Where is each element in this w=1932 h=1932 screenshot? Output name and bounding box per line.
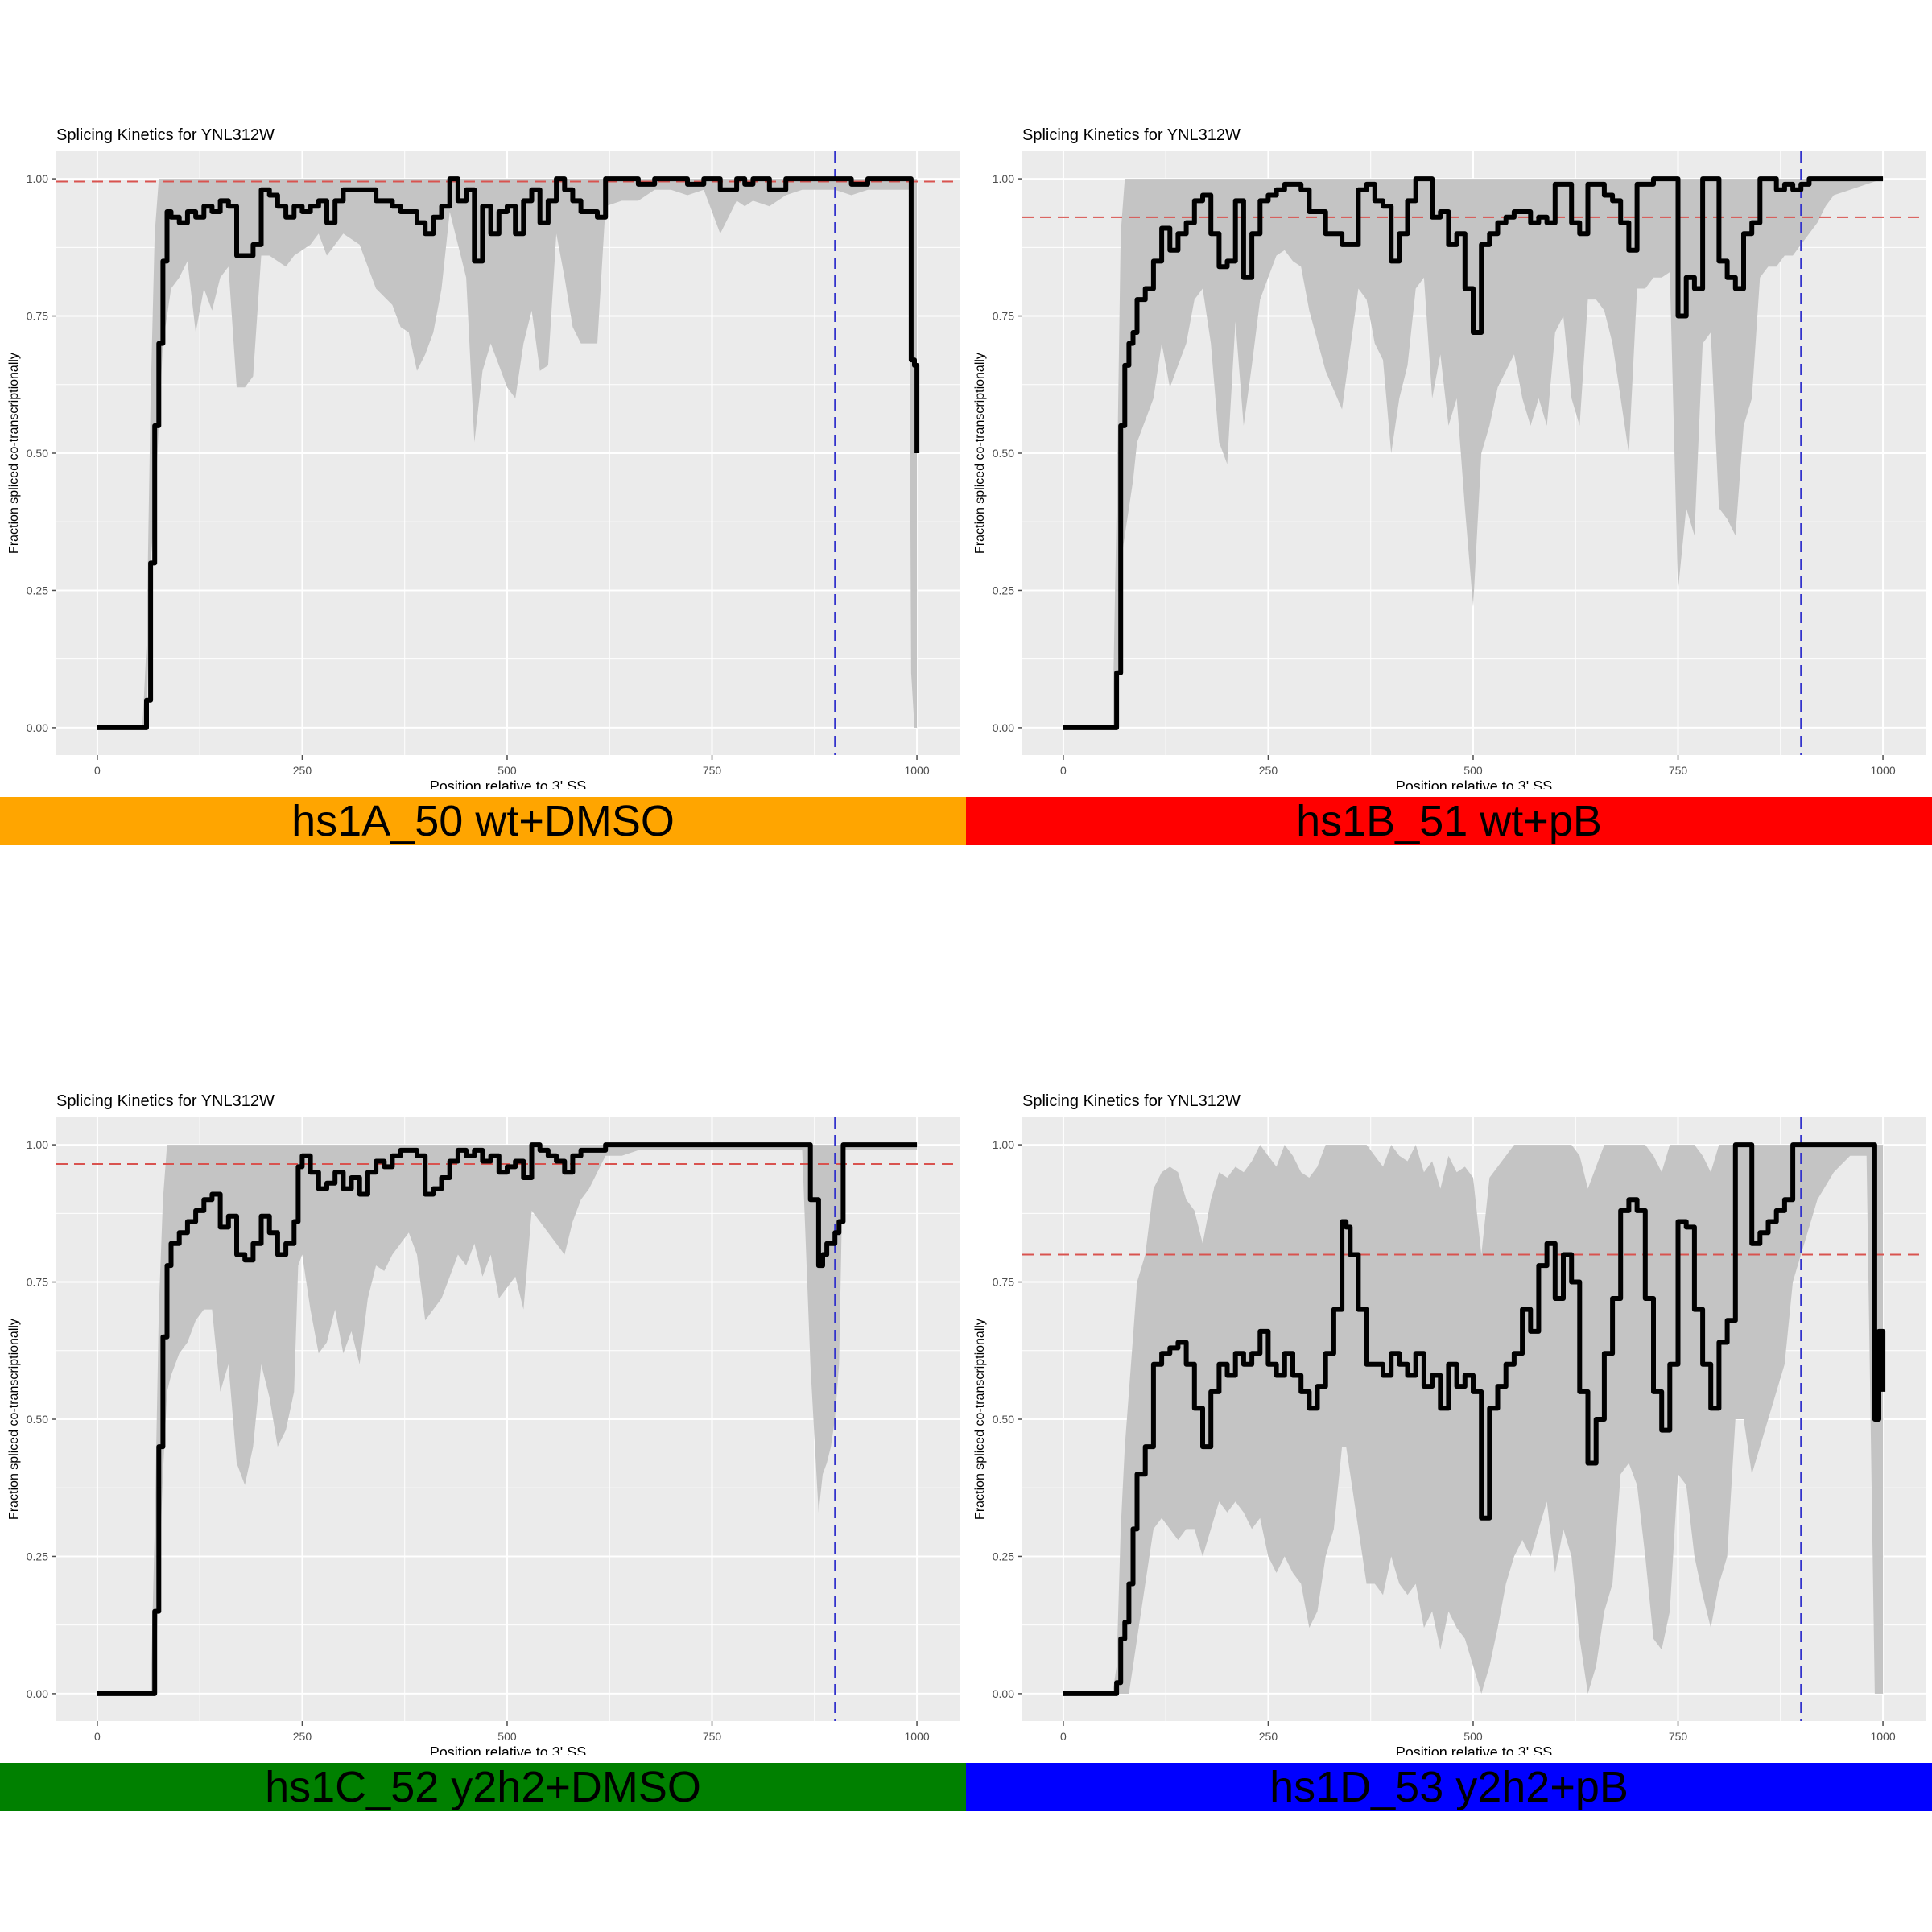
- y-tick-label: 0.75: [993, 310, 1014, 323]
- banner-hs1A: hs1A_50 wt+DMSO: [0, 797, 966, 845]
- x-tick-label: 1000: [904, 1730, 929, 1743]
- y-tick-label: 1.00: [993, 1138, 1014, 1151]
- y-tick-label: 0.75: [993, 1276, 1014, 1289]
- x-tick-label: 250: [1259, 1730, 1278, 1743]
- y-tick-label: 0.75: [27, 310, 48, 323]
- y-axis-label: Fraction spliced co-transcriptionally: [973, 1319, 987, 1520]
- chart-panel-hs1A: Splicing Kinetics for YNL312W 0.00 0.25 0.5…: [7, 126, 960, 789]
- x-tick-label: 0: [1060, 764, 1067, 777]
- chart-title: Splicing Kinetics for YNL312W: [56, 1092, 275, 1110]
- x-tick-label: 750: [1669, 764, 1688, 777]
- x-tick-label: 250: [293, 764, 312, 777]
- y-tick-label: 1.00: [27, 172, 48, 185]
- x-tick-label: 0: [1060, 1730, 1067, 1743]
- x-tick-label: 500: [497, 1730, 517, 1743]
- y-tick-label: 0.50: [27, 447, 48, 460]
- y-tick-label: 0.50: [993, 1413, 1014, 1426]
- x-tick-label: 1000: [904, 764, 929, 777]
- x-tick-label: 0: [94, 764, 101, 777]
- banner-label: hs1D_53 y2h2+pB: [1269, 1763, 1629, 1811]
- x-tick-label: 250: [293, 1730, 312, 1743]
- y-tick-label: 0.75: [27, 1276, 48, 1289]
- banner-hs1D: hs1D_53 y2h2+pB: [966, 1763, 1932, 1811]
- y-axis-label: Fraction spliced co-transcriptionally: [7, 1319, 21, 1520]
- confidence-ribbon: [97, 179, 918, 728]
- banner-label: hs1A_50 wt+DMSO: [291, 797, 675, 845]
- y-tick-label: 0.25: [993, 1550, 1014, 1563]
- x-tick-label: 750: [1669, 1730, 1688, 1743]
- chart-panel-hs1D: Splicing Kinetics for YNL312W 0.00 0.25 0.5…: [973, 1092, 1926, 1755]
- x-tick-label: 750: [703, 764, 722, 777]
- chart-title: Splicing Kinetics for YNL312W: [1022, 1092, 1241, 1110]
- y-tick-label: 0.50: [993, 447, 1014, 460]
- x-tick-label: 0: [94, 1730, 101, 1743]
- y-tick-label: 1.00: [27, 1138, 48, 1151]
- x-axis-label: Position relative to 3' SS: [1396, 778, 1553, 789]
- x-tick-label: 1000: [1870, 764, 1895, 777]
- y-axis-label: Fraction spliced co-transcriptionally: [7, 353, 21, 554]
- chart-title: Splicing Kinetics for YNL312W: [56, 126, 275, 144]
- x-tick-label: 750: [703, 1730, 722, 1743]
- chart-title: Splicing Kinetics for YNL312W: [1022, 126, 1241, 144]
- banner-hs1C: hs1C_52 y2h2+DMSO: [0, 1763, 966, 1811]
- fraction-spliced-line: [97, 176, 920, 730]
- fraction-spliced-line: [1063, 176, 1884, 730]
- y-tick-label: 0.00: [993, 1687, 1014, 1700]
- chart-panel-hs1C: Splicing Kinetics for YNL312W 0.00 0.25 0.5…: [7, 1092, 960, 1755]
- y-tick-label: 0.00: [993, 721, 1014, 734]
- x-tick-label: 500: [1463, 764, 1483, 777]
- y-tick-label: 0.50: [27, 1413, 48, 1426]
- x-tick-label: 500: [497, 764, 517, 777]
- fraction-spliced-line: [1063, 1142, 1886, 1696]
- y-tick-label: 0.25: [27, 1550, 48, 1563]
- y-tick-label: 0.00: [27, 1687, 48, 1700]
- x-tick-label: 250: [1259, 764, 1278, 777]
- chart-panel-hs1B: Splicing Kinetics for YNL312W 0.00 0.25 0.5…: [973, 126, 1926, 789]
- x-axis-label: Position relative to 3' SS: [1396, 1744, 1553, 1755]
- x-tick-label: 500: [1463, 1730, 1483, 1743]
- y-tick-label: 0.25: [993, 584, 1014, 597]
- y-tick-label: 0.00: [27, 721, 48, 734]
- x-axis-label: Position relative to 3' SS: [430, 778, 587, 789]
- x-axis-label: Position relative to 3' SS: [430, 1744, 587, 1755]
- y-tick-label: 0.25: [27, 584, 48, 597]
- fraction-spliced-line: [97, 1142, 918, 1696]
- banner-label: hs1B_51 wt+pB: [1296, 797, 1602, 845]
- y-axis-label: Fraction spliced co-transcriptionally: [973, 353, 987, 554]
- x-tick-label: 1000: [1870, 1730, 1895, 1743]
- banner-label: hs1C_52 y2h2+DMSO: [265, 1763, 701, 1811]
- confidence-ribbon: [97, 1145, 918, 1694]
- banner-hs1B: hs1B_51 wt+pB: [966, 797, 1932, 845]
- y-tick-label: 1.00: [993, 172, 1014, 185]
